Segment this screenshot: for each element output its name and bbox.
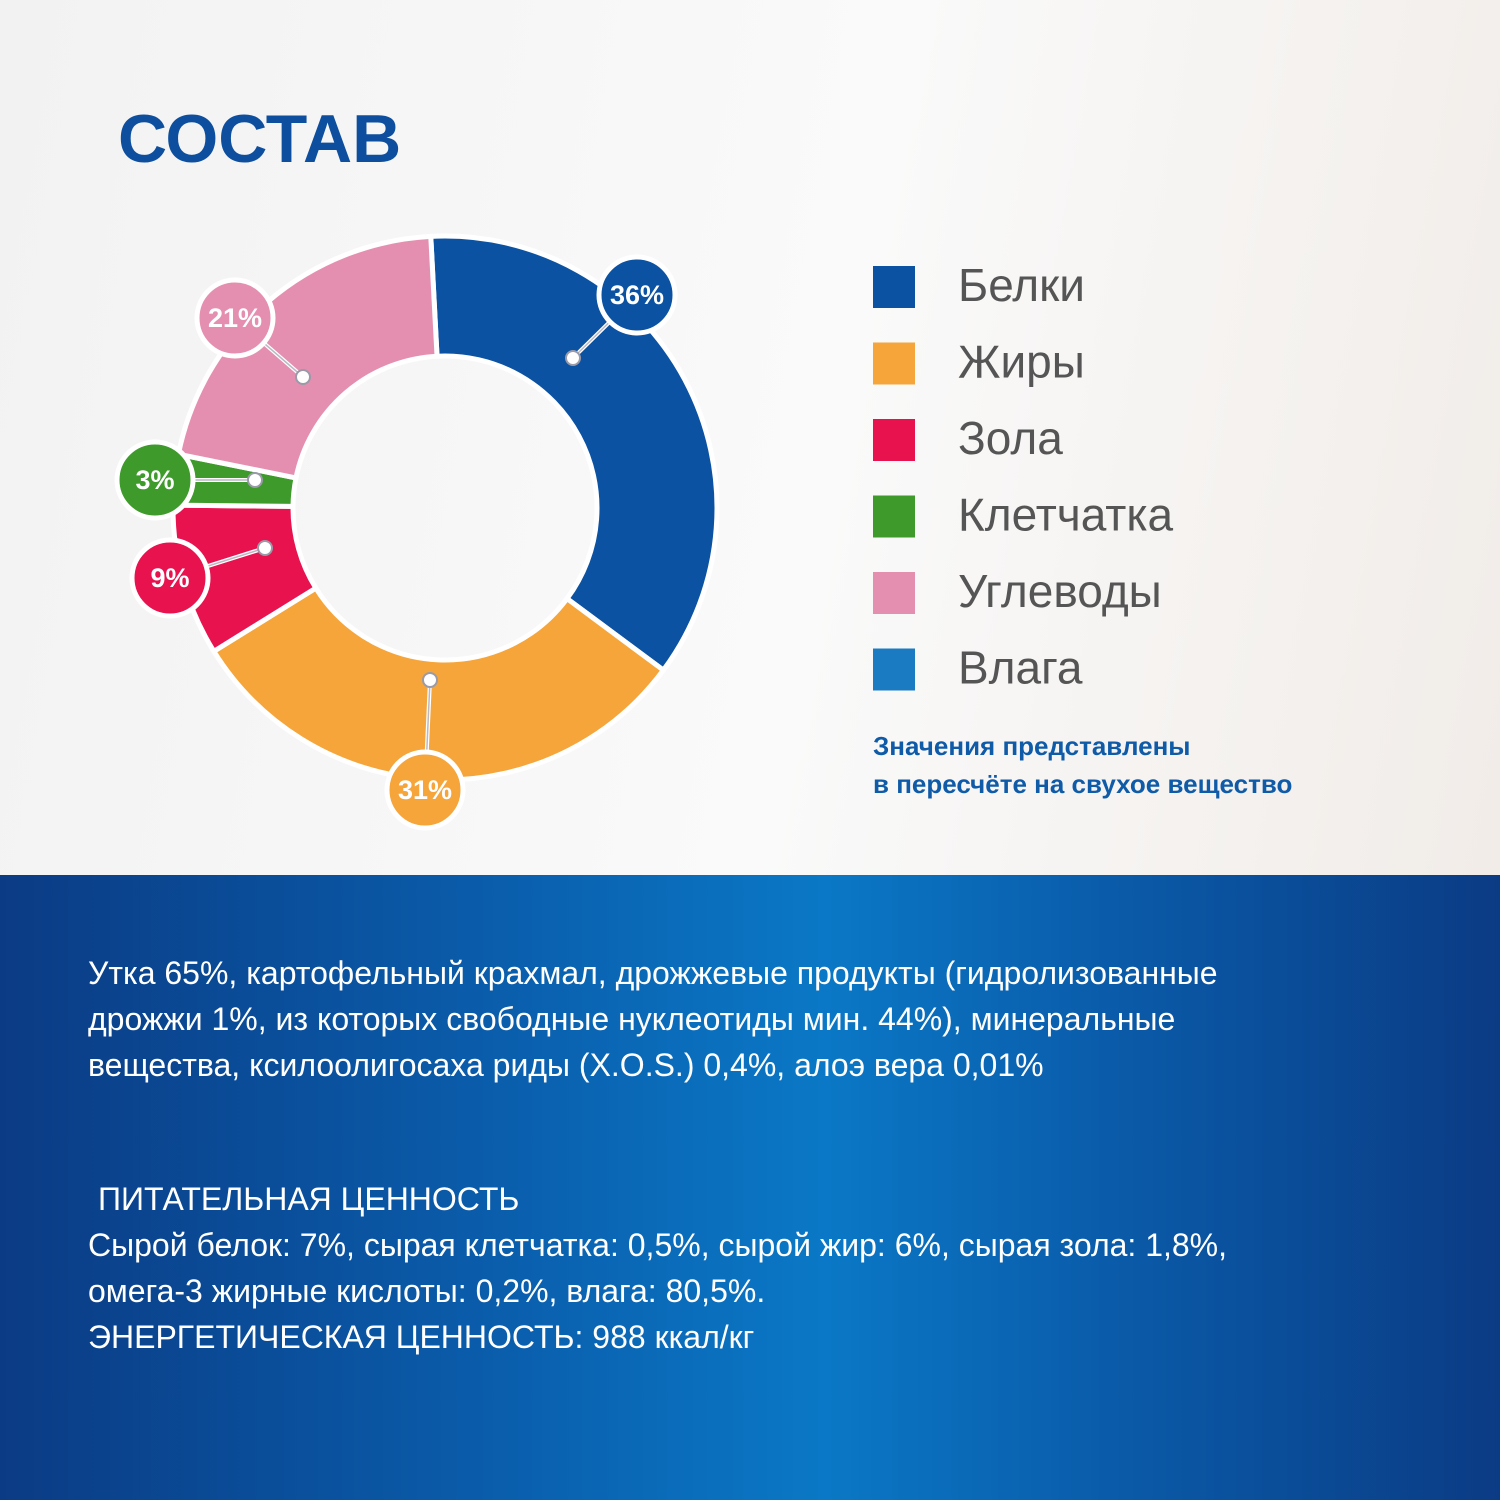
data-label: 21% <box>208 303 262 333</box>
label-bubble <box>114 439 196 521</box>
nutrition-line: омега-3 жирные кислоты: 0,2%, влага: 80,… <box>88 1273 766 1309</box>
note: в пересчёте на свухое вещество <box>873 769 1292 799</box>
legend-swatch <box>873 342 915 385</box>
data-label: 9% <box>150 563 189 593</box>
connector-dot <box>257 540 273 556</box>
chart: 36% 31% 9% 3% 21% Белки Жиры Зола Клетчатка Углев… <box>114 233 1293 831</box>
info-panel: Утка 65%, картофельный крахмал, дрожжевы… <box>0 875 1500 1500</box>
composition-line: вещества, ксилоолигосаха риды (X.O.S.) 0… <box>88 1047 1044 1083</box>
donut-slice <box>210 584 667 783</box>
composition-line: дрожжи 1%, из которых свободные нуклеоти… <box>88 1001 1176 1037</box>
legend-label: Белки <box>958 259 1085 311</box>
label-bubble <box>596 254 678 336</box>
legend-swatch <box>873 648 915 691</box>
connector-dot <box>422 672 438 688</box>
connector-dot <box>247 472 263 488</box>
legend-label: Влага <box>958 642 1083 694</box>
legend-swatch <box>873 572 915 614</box>
legend-label: Клетчатка <box>958 489 1174 541</box>
label-bubble <box>129 537 211 619</box>
legend-swatch <box>873 495 915 538</box>
connector-dot <box>565 350 581 366</box>
energy-line: ЭНЕРГЕТИЧЕСКАЯ ЦЕННОСТЬ: 988 ккал/кг <box>88 1319 755 1355</box>
data-label: 31% <box>398 775 452 805</box>
label-bubble <box>194 277 276 359</box>
legend-swatch <box>873 266 915 308</box>
legend-swatch <box>873 419 915 461</box>
data-label: 3% <box>135 465 174 495</box>
nutrition-heading: ПИТАТЕЛЬНАЯ ЦЕННОСТЬ <box>98 1181 520 1217</box>
legend-label: Зола <box>958 412 1063 464</box>
note: Значения представлены <box>873 731 1190 761</box>
legend-label: Жиры <box>958 336 1085 388</box>
nutrition-line: Сырой белок: 7%, сырая клетчатка: 0,5%, … <box>88 1227 1228 1263</box>
composition-line: Утка 65%, картофельный крахмал, дрожжевы… <box>88 955 1218 991</box>
donut-slice <box>175 233 440 481</box>
label-bubble <box>384 749 466 831</box>
legend-label: Углеводы <box>958 565 1162 617</box>
chart-panel: СОСТАВ 36% 31% 9% 3% 21% Белки Жиры Зола Клетчат… <box>0 0 1500 875</box>
chart-title: СОСТАВ <box>118 101 402 177</box>
data-label: 36% <box>610 280 664 310</box>
connector-dot <box>295 369 311 385</box>
